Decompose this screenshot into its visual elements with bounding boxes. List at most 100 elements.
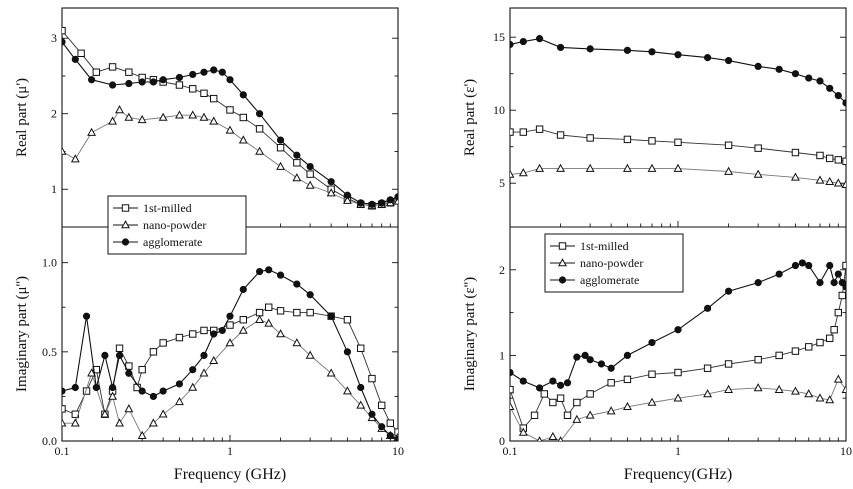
panel-permeability-legend-marker <box>121 220 130 229</box>
panel-permittivity-imag-series-agglomerate-point <box>798 259 806 267</box>
panel-permeability-real-series-agglomerate-point <box>378 199 386 207</box>
panel-permeability-real-series-1st-milled-point <box>210 94 218 103</box>
panel-permeability-real-series-agglomerate-point <box>368 200 376 208</box>
panel-permeability-xlabel: Frequency (GHz) <box>174 466 286 483</box>
panel-permittivity-imag-series-nano-powder <box>510 374 846 441</box>
panel-permittivity-legend-marker <box>558 258 567 267</box>
panel-permeability-real-series-1st-milled-point <box>239 113 248 122</box>
panel-permittivity-real-series-agglomerate-point <box>805 74 813 82</box>
panel-permittivity-real-series-nano-powder-point <box>585 163 595 172</box>
panel-permeability-imag-ytick-label: 0.5 <box>42 345 57 359</box>
panel-permeability-imag-series-nano-powder-point <box>305 350 315 359</box>
panel-permeability-real-series-nano-powder-point <box>108 116 118 125</box>
panel-permeability-real-series-1st-milled-point <box>62 26 66 35</box>
panel-permittivity-real-series-agglomerate-point <box>834 92 842 100</box>
panel-permeability-real-ytick-label: 1 <box>51 182 57 196</box>
panel-permeability-imag-series-agglomerate-point <box>159 387 167 395</box>
panel-permittivity-real-series-nano-powder-point <box>518 168 528 177</box>
panel-permeability-legend-label: nano-powder <box>143 218 206 232</box>
panel-permeability-legend-label: 1st-milled <box>143 201 192 215</box>
panel-permittivity-real-series-agglomerate-point <box>826 84 834 92</box>
panel-permeability-real-series-1st-milled-point <box>276 144 285 152</box>
panel-permeability-real-series-agglomerate-point <box>276 136 285 144</box>
panel-permeability-imag-series-nano-powder-point <box>62 418 67 427</box>
panel-permittivity-xtick-label: 1 <box>675 444 681 458</box>
panel-permittivity-legend-label: 1st-milled <box>580 239 629 253</box>
panel-permittivity-imag-ytick-label: 2 <box>499 263 505 277</box>
panel-permittivity-imag-series-agglomerate-point <box>510 368 514 377</box>
panel-permeability-imag-series-nano-powder-point <box>148 418 158 427</box>
panel-permittivity-real-series-agglomerate-point <box>510 40 514 49</box>
panel-permeability-real-series-agglomerate <box>62 38 398 208</box>
panel-permeability-imag-series-agglomerate-point <box>293 280 301 288</box>
panel-permittivity-imag-series-agglomerate-point <box>791 261 800 270</box>
panel-permeability-imag-series-agglomerate-point <box>265 266 273 274</box>
panel-permittivity-imag-series-1st-milled <box>510 261 846 432</box>
panel-permittivity-imag-subplot: 0 1 2 Imaginary part (ε'') <box>462 259 846 448</box>
panel-permeability-real-series-agglomerate-point <box>175 73 184 82</box>
panel-permittivity-imag-series-agglomerate-point <box>573 353 581 361</box>
panel-permeability-real-series-agglomerate-point <box>138 78 146 86</box>
panel-permeability-imag-series-nano-powder-point <box>342 386 352 395</box>
panel-permittivity-real-series-nano-powder-point <box>510 169 515 178</box>
panel-permeability-imag-series-1st-milled-point <box>62 405 66 413</box>
panel-permeability-imag-series-nano-powder-point <box>124 404 134 413</box>
panel-permeability-real-series-nano-powder-point <box>225 125 235 134</box>
panel-permittivity-imag-series-nano-powder-point <box>841 384 846 393</box>
panel-permeability-imag-series-1st-milled <box>62 303 398 436</box>
panel-permeability-real-series-agglomerate-point <box>255 110 264 118</box>
panel-permeability-imag-series-1st-milled-point <box>115 344 124 352</box>
panel-permeability-real-series-agglomerate-point <box>218 68 226 76</box>
panel-permeability-imag-series-agglomerate-point <box>82 312 91 320</box>
panel-permeability-imag-series-1st-milled-point <box>293 308 301 317</box>
panel-permeability-real-series-nano-powder-point <box>87 127 97 136</box>
panel-permittivity-imag-series-nano-powder-point <box>518 427 528 436</box>
panel-permittivity-real-series-nano-powder-point <box>833 178 843 187</box>
panel-permeability-real-series-agglomerate-point <box>189 70 197 79</box>
panel-permeability-real-ytick-label: 2 <box>51 107 57 121</box>
panel-permittivity-real-series-agglomerate-point <box>816 77 824 85</box>
panel-permeability-imag-series-agglomerate-point <box>115 351 124 359</box>
panel-permittivity-imag-series-1st-milled-point <box>549 398 557 407</box>
panel-permeability-legend-marker <box>121 204 130 212</box>
panel-permittivity-imag-series-1st-milled-point <box>842 261 846 270</box>
panel-permeability-real-ylabel: Real part (μ') <box>14 78 30 157</box>
panel-permeability-real-series-agglomerate-point <box>226 76 234 84</box>
panel-permeability-real-ytick-label: 3 <box>51 31 57 45</box>
panel-permittivity-real-subplot: 5 10 15 Real part (ε') <box>462 30 846 190</box>
panel-permittivity-real-series-1st-milled-point <box>535 125 544 133</box>
panel-permittivity-real-series-1st-milled-point <box>623 135 632 144</box>
panel-permeability-real-series-nano-powder-point <box>70 154 80 163</box>
panel-permittivity-imag-series-nano-powder-point <box>724 384 734 393</box>
panel-permeability-imag-series-agglomerate-point <box>343 348 352 356</box>
panel-permeability-real-series-nano-powder-point <box>115 105 124 114</box>
panel-permeability-imag-series-1st-milled-point <box>255 308 264 317</box>
panel-permittivity-imag-series-agglomerate-point <box>724 287 733 295</box>
panel-permittivity-imag-series-nano-powder-point <box>557 436 564 441</box>
panel-permeability-imag-series-agglomerate-point <box>101 351 109 359</box>
panel-permittivity-imag-series-agglomerate-point <box>549 377 557 385</box>
panel-permeability-real-series-agglomerate-point <box>357 199 365 207</box>
panel-permittivity-imag-series-nano-powder-point <box>790 386 800 395</box>
panel-permeability-real-series-nano-powder-point <box>209 116 219 125</box>
panel-permittivity-imag-series-agglomerate-point <box>830 279 838 287</box>
panel-permittivity-imag-series-nano-powder-point <box>753 383 763 392</box>
panel-permeability-imag-series-agglomerate-point <box>210 330 218 338</box>
panel-permeability-real-series-agglomerate-point <box>149 78 158 86</box>
panel-permittivity-xtick-label: 0.1 <box>503 444 518 458</box>
panel-permittivity-real-series-1st-milled-point <box>674 138 682 147</box>
panel-permeability-real-series-agglomerate-point <box>239 91 247 99</box>
panel-permittivity-imag-series-1st-milled-point <box>838 291 846 300</box>
panel-permeability-imag-series-agglomerate <box>62 266 398 441</box>
panel-permittivity-real-series-nano-powder-point <box>556 163 566 172</box>
panel-permeability-legend: 1st-milled nano-powder agglomerate <box>107 195 247 255</box>
panel-permittivity-imag-series-nano-powder-point <box>585 410 595 419</box>
panel-permittivity-xlabel: Frequency(GHz) <box>624 466 732 483</box>
panel-permittivity-imag-series-nano-powder-point <box>804 389 814 398</box>
panel-permeability-real-series-agglomerate-point <box>125 79 133 88</box>
panel-permeability-real-series-1st-milled-point <box>189 85 197 93</box>
panel-permittivity-imag-series-1st-milled-point <box>573 398 581 407</box>
panel-permittivity-legend-marker <box>558 276 567 284</box>
panel-permeability-real-series-nano-powder-point <box>326 188 336 197</box>
